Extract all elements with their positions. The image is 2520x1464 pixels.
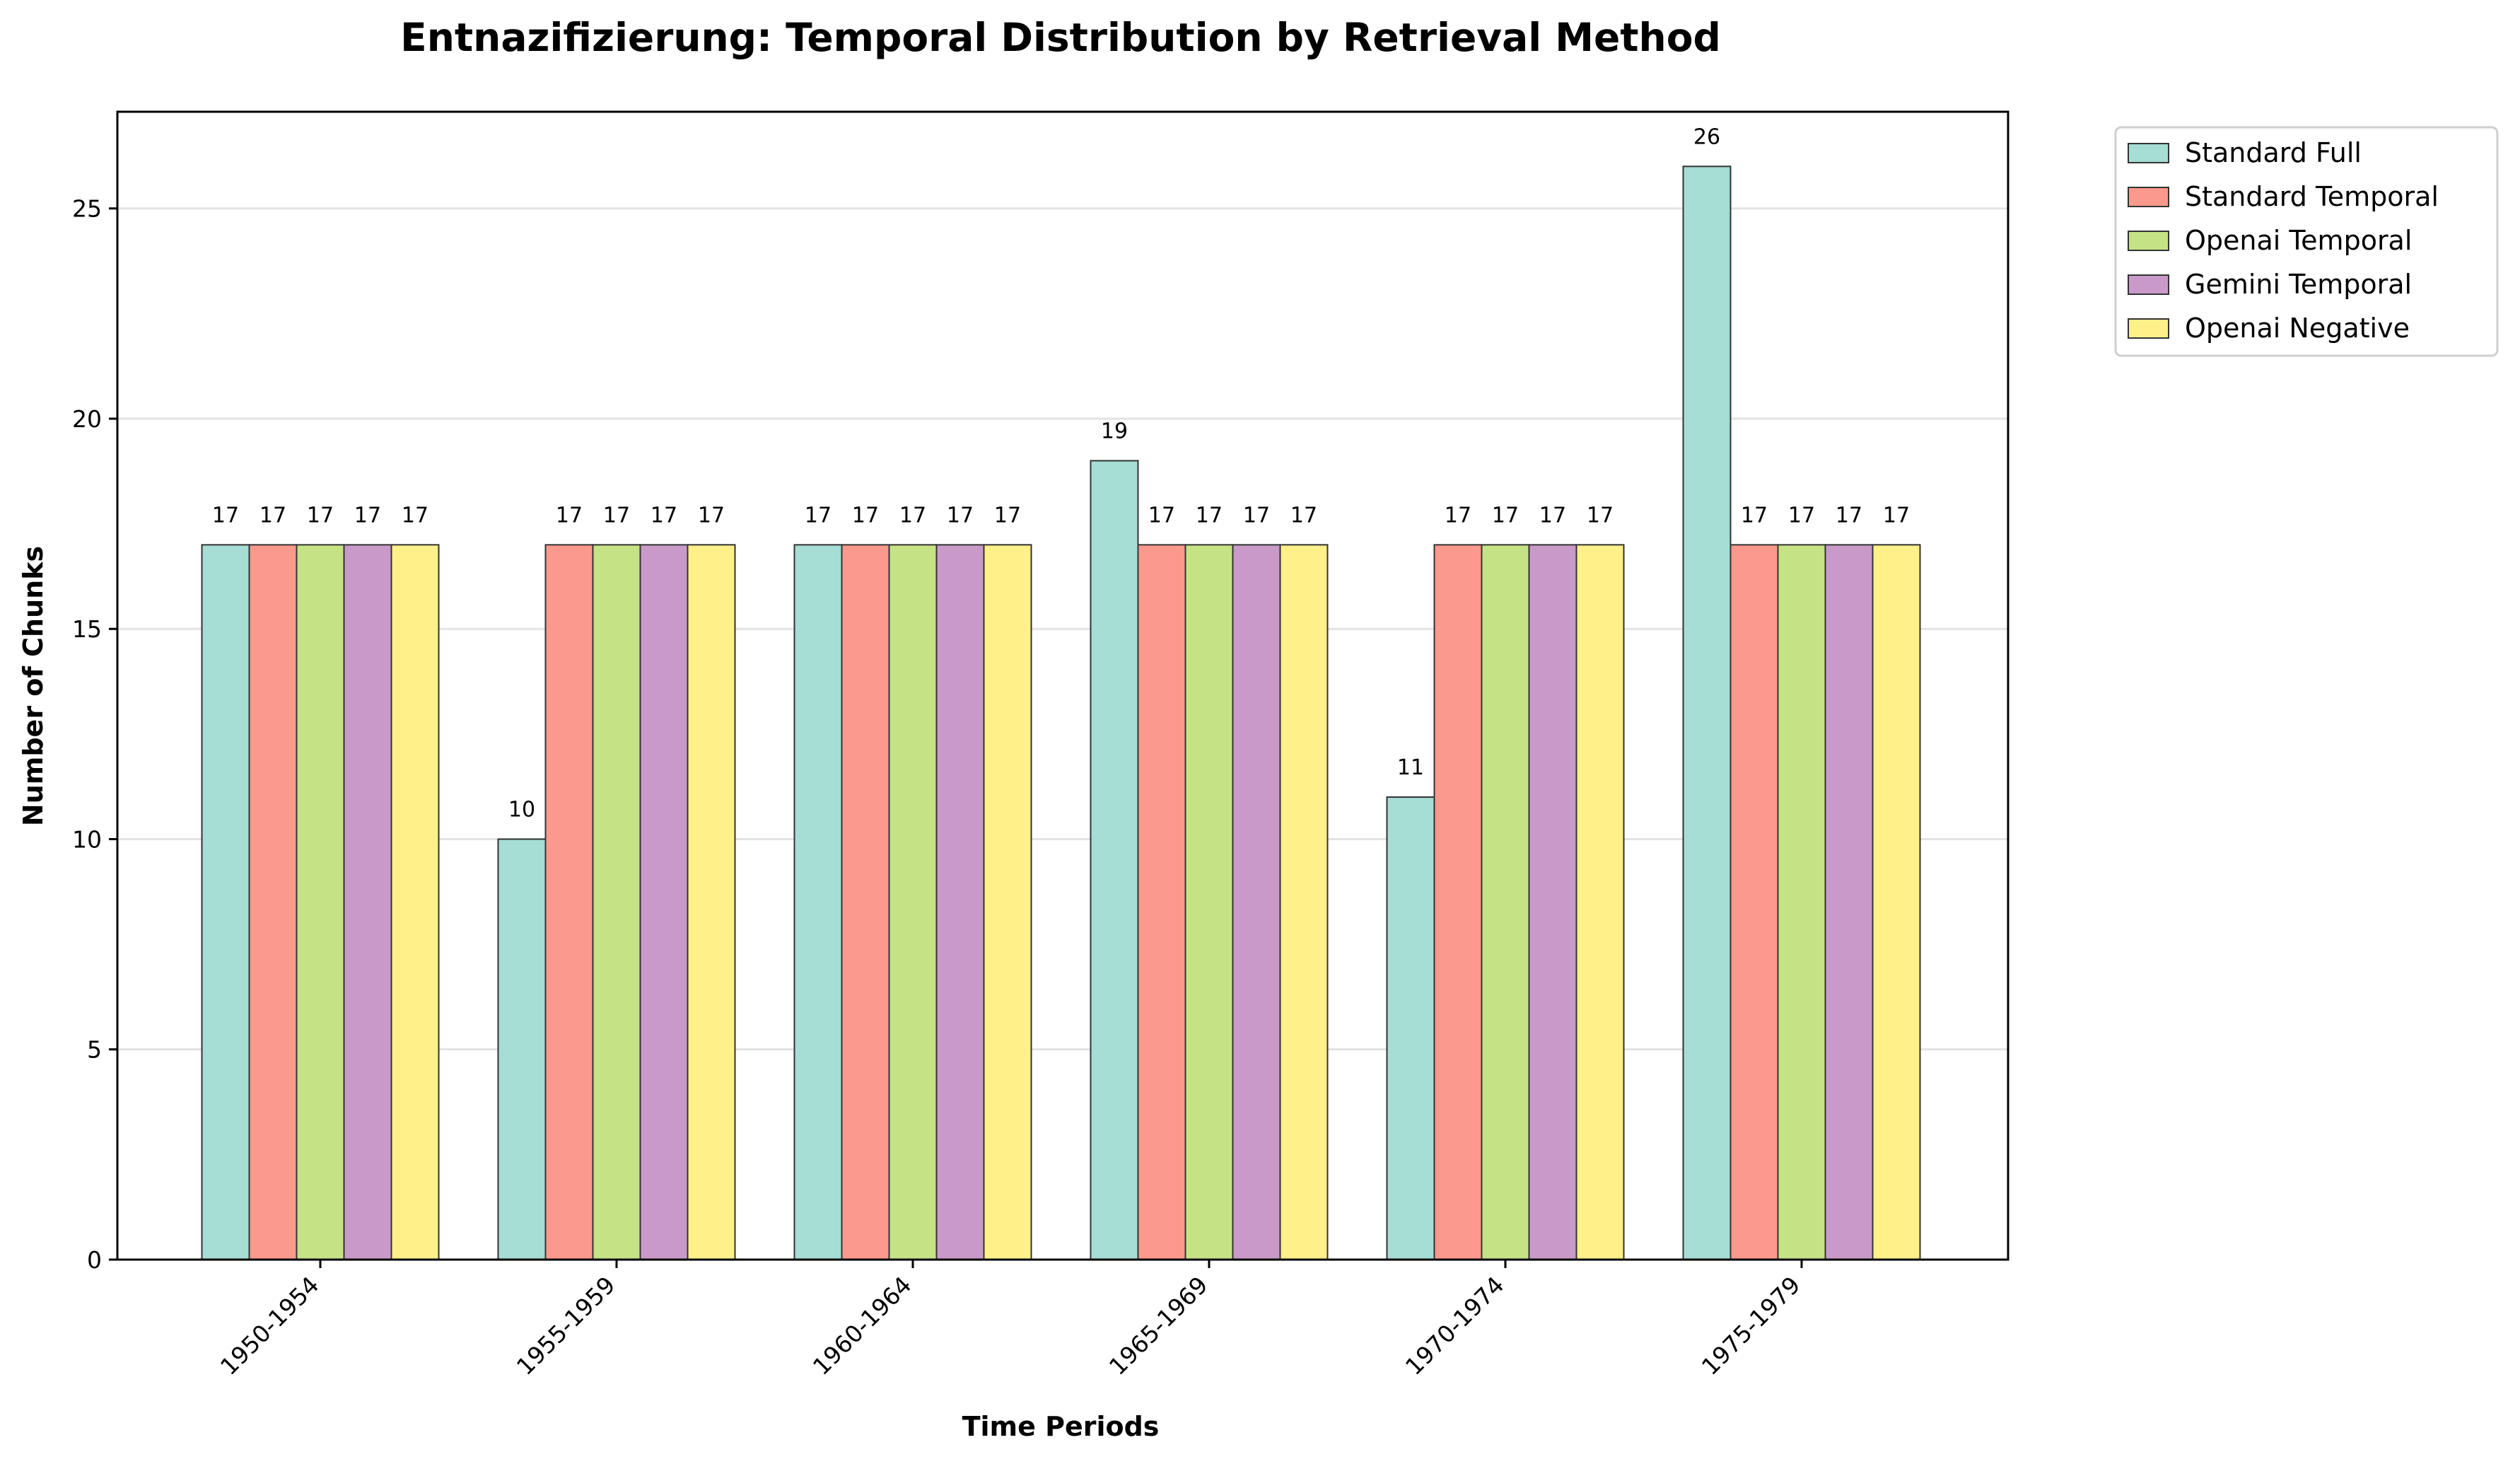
bar [1528,544,1577,1260]
bar [1279,544,1329,1260]
x-tick-label: 1950-1954 [215,1271,325,1381]
data-label: 17 [212,503,239,528]
bar [888,544,938,1260]
x-axis-label: Time Periods [962,1411,1160,1442]
x-tick-label: 1955-1959 [511,1271,621,1381]
bar [1777,544,1826,1260]
y-tick-label: 5 [87,1036,102,1064]
x-tick-label: 1960-1964 [807,1271,917,1381]
data-label: 17 [1883,503,1910,528]
bar [201,544,250,1260]
bar [544,544,594,1260]
legend-label: Openai Temporal [2185,225,2412,256]
bar [983,544,1032,1260]
data-label: 17 [603,503,630,528]
bar [935,544,985,1260]
bar [687,544,736,1260]
plot-frame [116,110,2009,1261]
data-label: 17 [1290,503,1317,528]
x-tick-label: 1970-1974 [1400,1271,1510,1381]
bar [639,544,689,1260]
y-axis-label: Number of Chunks [18,546,49,826]
legend-label: Standard Temporal [2185,181,2439,212]
data-label: 19 [1101,419,1128,443]
bars [201,165,1921,1260]
legend-label: Openai Negative [2185,313,2410,344]
chart-title: Entnazifizierung: Temporal Distribution … [400,15,1721,60]
data-label: 17 [354,503,381,528]
bar [1824,544,1874,1260]
data-label: 17 [1196,503,1223,528]
bar [1481,544,1530,1260]
data-label: 17 [1445,503,1471,528]
bar [592,544,641,1260]
x-tick-label: 1965-1969 [1104,1271,1213,1381]
legend-swatch [2128,231,2169,251]
data-labels: 17 17 17 17 17 10 17 17 17 17 17 17 17 17 17 19 17 17 17 17… [212,124,1910,822]
bar [793,544,843,1260]
data-label: 17 [651,503,677,528]
y-tick-label: 20 [72,405,102,433]
bar [248,544,298,1260]
data-label: 17 [556,503,583,528]
legend-box [2114,126,2499,357]
data-label: 17 [307,503,334,528]
bar [1184,544,1234,1260]
data-label: 17 [899,503,926,528]
data-label: 17 [1788,503,1815,528]
bar [1575,544,1625,1260]
legend-swatch [2128,274,2169,295]
y-tick-label: 25 [72,195,102,223]
legend-swatch [2128,318,2169,339]
bar [1682,165,1732,1260]
data-label: 17 [1836,503,1862,528]
legend-label: Standard Full [2185,137,2362,168]
data-label: 17 [947,503,974,528]
data-label: 10 [508,797,535,822]
bar [343,544,392,1260]
x-tick-label: 1975-1979 [1696,1271,1806,1381]
bar [296,544,345,1260]
data-label: 17 [402,503,428,528]
data-label: 17 [805,503,832,528]
data-label: 17 [852,503,879,528]
legend: Standard Full Standard Temporal Openai Tem… [2114,126,2499,357]
bar [841,544,890,1260]
legend-swatch [2128,143,2169,163]
bar [1729,544,1779,1260]
bar [1872,544,1921,1260]
bar [1433,544,1483,1260]
data-label: 17 [259,503,286,528]
bar [1090,460,1139,1260]
data-label: 17 [1492,503,1519,528]
bar [1232,544,1281,1260]
data-label: 11 [1397,755,1424,780]
bar [497,838,547,1260]
bar [1386,796,1435,1260]
legend-label: Gemini Temporal [2185,269,2412,300]
y-tick-label: 10 [72,825,102,853]
data-label: 17 [698,503,725,528]
x-axis: 1950-1954 1955-1959 1960-1964 1965-1969 1970… [215,1260,1806,1381]
y-tick-label: 0 [87,1246,102,1274]
legend-swatch [2128,187,2169,207]
data-label: 26 [1693,124,1720,149]
data-label: 17 [1148,503,1175,528]
y-axis: 0 5 10 15 20 25 [72,195,117,1274]
data-label: 17 [1243,503,1270,528]
data-label: 17 [1587,503,1614,528]
data-label: 17 [1741,503,1768,528]
data-label: 17 [1539,503,1566,528]
bar [390,544,440,1260]
bar [1137,544,1186,1260]
y-tick-label: 15 [72,615,102,643]
data-label: 17 [994,503,1021,528]
